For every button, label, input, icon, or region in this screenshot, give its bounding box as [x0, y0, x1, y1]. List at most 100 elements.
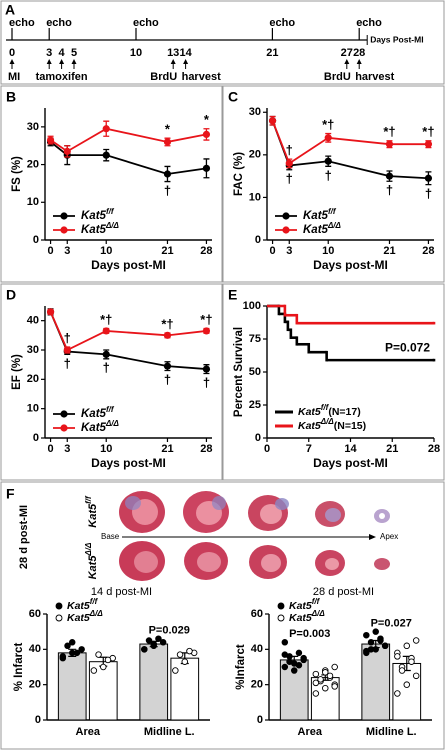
y-tick-label: 40 — [29, 643, 41, 655]
significance-mark: † — [164, 183, 171, 198]
day-label: 5 — [71, 47, 77, 59]
y-axis-label: % Infarct — [13, 643, 25, 692]
y-tick-label: 40 — [251, 643, 263, 655]
significance-mark: *† — [200, 312, 212, 327]
data-point — [290, 667, 298, 674]
significance-mark: * — [204, 112, 210, 127]
row-group-label: 28 d post-MI — [18, 505, 30, 569]
data-point — [268, 117, 277, 125]
panel-letter: E — [228, 287, 237, 303]
category-label: Area — [298, 726, 323, 738]
text-part: Δ/Δ — [311, 609, 326, 618]
y-tick-label: 30 — [249, 106, 261, 118]
text-part: f/f — [90, 597, 99, 606]
data-point — [63, 346, 71, 354]
data-point — [312, 670, 320, 678]
data-point — [408, 658, 415, 665]
x-tick-label: 28 — [200, 245, 212, 257]
data-point — [300, 654, 307, 662]
text-part: f/f — [312, 597, 321, 606]
data-point — [102, 151, 110, 159]
heart-section — [249, 545, 287, 579]
significance-mark: † — [286, 171, 293, 186]
x-tick-label: 7 — [306, 443, 312, 455]
data-point — [46, 136, 55, 144]
x-axis-label: Days post-MI — [313, 456, 388, 470]
data-point — [163, 362, 172, 370]
data-point — [100, 663, 107, 671]
significance-mark: *† — [161, 316, 173, 331]
panel-frame — [222, 85, 445, 283]
data-point — [331, 683, 338, 690]
data-point — [63, 147, 71, 155]
p-value: P=0.029 — [149, 625, 190, 637]
y-tick-label: 0 — [257, 714, 263, 726]
panel-frame — [0, 85, 223, 283]
chart-title: 28 d post-MI — [313, 586, 374, 598]
y-tick-label: 10 — [27, 196, 39, 208]
heart-section — [315, 501, 345, 527]
data-point — [64, 642, 71, 650]
arrow-head — [369, 534, 376, 540]
day-label: 21 — [266, 47, 278, 59]
data-point — [90, 667, 98, 674]
data-point — [324, 157, 332, 165]
legend-marker — [55, 614, 63, 622]
text-part: Δ/Δ — [320, 417, 335, 426]
x-axis-label: Days post-MI — [91, 258, 166, 272]
data-point — [102, 125, 110, 133]
data-point — [286, 658, 293, 665]
echo-label: echo — [9, 17, 35, 29]
echo-label: echo — [133, 17, 159, 29]
arrow-head — [170, 59, 176, 64]
data-point — [163, 170, 172, 178]
x-tick-label: 0 — [270, 245, 276, 257]
data-point — [331, 663, 338, 671]
y-tick-label: 0 — [33, 234, 39, 246]
y-tick-label: 50 — [249, 366, 261, 378]
y-tick-label: 20 — [249, 149, 261, 161]
legend-marker — [55, 602, 63, 610]
significance-mark: † — [425, 186, 432, 201]
x-tick-label: 0 — [264, 443, 270, 455]
data-point — [385, 172, 394, 180]
data-point — [68, 639, 76, 646]
data-point — [59, 654, 67, 662]
legend-entry: Kat5f/f(N=17) — [298, 403, 361, 418]
panel-frame — [0, 481, 445, 750]
x-tick-label: 10 — [100, 245, 112, 257]
data-point — [312, 690, 320, 697]
data-point — [145, 637, 153, 644]
legend-marker — [277, 614, 285, 622]
panel-frame — [222, 283, 445, 481]
y-axis-label: FS (%) — [11, 156, 23, 192]
panel-letter: C — [228, 89, 238, 105]
event-label: tamoxifen — [36, 71, 88, 83]
data-point — [322, 669, 329, 676]
text-part: Δ/Δ — [89, 609, 104, 618]
category-label: Area — [76, 726, 101, 738]
y-tick-label: 20 — [29, 679, 41, 691]
text-part: Δ/Δ — [327, 221, 342, 230]
data-point — [141, 646, 148, 653]
significance-mark: † — [164, 372, 171, 387]
significance-mark: † — [64, 356, 71, 371]
data-point — [412, 672, 420, 680]
text-part: Kat5 — [289, 612, 312, 624]
timeline-axis-label: Days Post-MI — [370, 34, 423, 44]
y-axis-label: %Infarct — [235, 644, 247, 690]
x-tick-label: 28 — [422, 245, 434, 257]
y-tick-label: 40 — [27, 315, 39, 327]
data-point — [424, 174, 433, 182]
event-label: harvest — [182, 71, 221, 83]
data-point — [181, 658, 189, 665]
legend-entry: Kat5Δ/Δ(N=15) — [298, 417, 366, 432]
heart-section — [183, 491, 229, 533]
legend-entry: Kat5f/f — [81, 405, 115, 420]
data-point — [312, 679, 320, 687]
data-point — [295, 661, 303, 669]
text-part: Kat5 — [87, 555, 99, 580]
data-point — [281, 651, 289, 658]
y-tick-label: 10 — [249, 191, 261, 203]
